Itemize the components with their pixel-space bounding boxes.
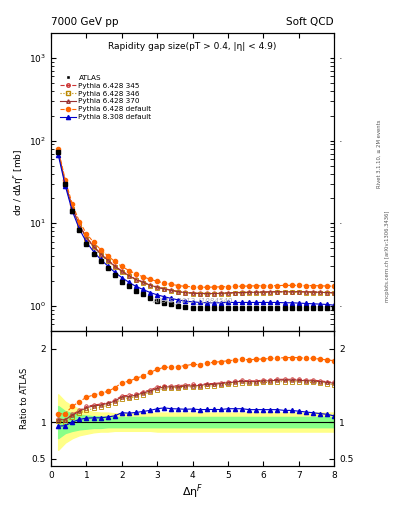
Text: 7000 GeV pp: 7000 GeV pp (51, 16, 119, 27)
X-axis label: Δη$^F$: Δη$^F$ (182, 482, 203, 501)
Y-axis label: dσ / dΔη$^F$ [mb]: dσ / dΔη$^F$ [mb] (12, 148, 26, 216)
Text: Rivet 3.1.10, ≥ 2M events: Rivet 3.1.10, ≥ 2M events (377, 119, 382, 188)
Y-axis label: Ratio to ATLAS: Ratio to ATLAS (20, 368, 29, 429)
Text: mcplots.cern.ch [arXiv:1306.3436]: mcplots.cern.ch [arXiv:1306.3436] (385, 210, 389, 302)
Text: Rapidity gap size(pT > 0.4, |η| < 4.9): Rapidity gap size(pT > 0.4, |η| < 4.9) (108, 42, 277, 51)
Legend: ATLAS, Pythia 6.428 345, Pythia 6.428 346, Pythia 6.428 370, Pythia 6.428 defaul: ATLAS, Pythia 6.428 345, Pythia 6.428 34… (57, 73, 154, 122)
Text: ATLAS_2012_I1084540: ATLAS_2012_I1084540 (152, 297, 233, 304)
Text: Soft QCD: Soft QCD (286, 16, 334, 27)
